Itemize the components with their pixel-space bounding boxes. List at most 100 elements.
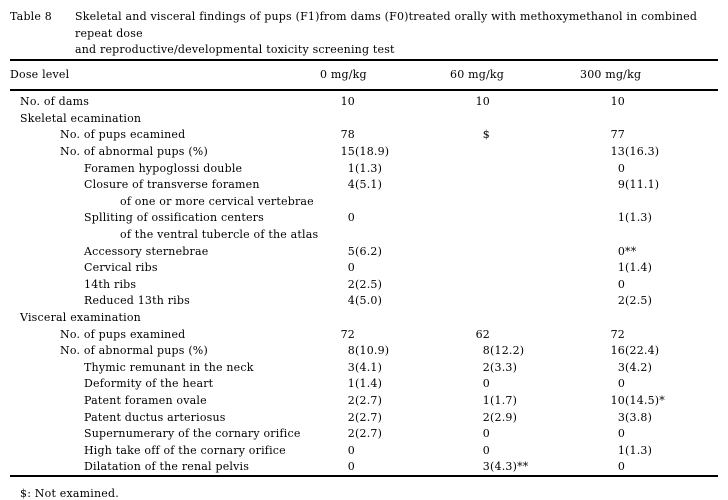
value-0mg-count: 4 [347,178,355,192]
value-60mg-count [450,243,490,260]
table-row: 14th ribs 2 (2.5) 0 [10,276,718,293]
value-60mg-count: 3 [482,460,490,474]
row-label: Patent foramen ovale [84,393,207,407]
value-60mg-pct: (2.9) [490,410,518,424]
row-label: 14th ribs [84,277,137,291]
value-60mg-pct [490,259,580,276]
value-60mg-count: 62 [475,327,490,341]
value-300mg-pct [625,90,718,111]
value-300mg-count: 9 [617,178,626,192]
row-label: No. of abnormal pups (%) [60,145,208,159]
value-60mg-pct [490,143,580,160]
value-60mg-count [450,210,490,227]
row-label: No. of abnormal pups (%) [60,344,208,358]
value-300mg-pct [625,110,718,127]
value-60mg-pct [490,193,580,210]
value-60mg-pct [490,326,580,343]
value-0mg-pct: (2.7) [355,410,383,424]
row-label: Foramen hypoglossi double [84,161,243,175]
table-row: of one or more cervical vertebrae [10,193,718,210]
row-label: Dilatation of the renal pelvis [84,460,250,474]
row-label: of the ventral tubercle of the atlas [120,228,319,242]
value-60mg-count [450,226,490,243]
value-0mg-pct [355,127,450,144]
table-row: High take off of the cornary orifice 0 0… [10,442,718,459]
value-300mg-pct [625,276,718,293]
table-header-row: Dose level 0 mg/kg 60 mg/kg 300 mg/kg [10,59,719,91]
value-60mg-count: 0 [482,427,490,441]
row-label: of one or more cervical vertebrae [120,194,314,208]
value-60mg-pct [490,243,580,260]
value-300mg-count: 0 [617,460,626,474]
table-number: Table 8 [10,10,53,23]
value-0mg-pct [355,309,450,326]
table-row: Patent foramen ovale 2 (2.7) 1 (1.7) 10 … [10,392,718,409]
table-row: Visceral examination [10,309,718,326]
table-row: Patent ductus arteriosus 2 (2.7) 2 (2.9)… [10,409,718,426]
table-row: No. of pups examined 72 62 72 [10,326,718,343]
row-label: Deformity of the heart [84,377,214,391]
value-0mg-pct: (2.7) [355,393,383,407]
value-300mg-count: 16 [610,344,626,358]
value-0mg-pct: (5.1) [355,178,383,192]
value-300mg-pct: ** [625,244,637,258]
value-60mg-count: 10 [475,95,490,109]
value-300mg-pct: (16.3) [625,145,660,159]
table-row: Foramen hypoglossi double 1 (1.3) 0 [10,160,718,177]
table-caption-line1: Skeletal and visceral findings of pups (… [75,10,698,40]
row-label: High take off of the cornary orifice [84,443,286,457]
table-caption-line2: and reproductive/developmental toxicity … [75,43,395,56]
value-60mg-pct [490,160,580,177]
table-title: Table 8 Skeletal and visceral findings o… [0,0,728,59]
footnotes: $: Not examined. Significantly different… [20,485,718,500]
value-60mg-pct [490,176,580,193]
row-label: Skeletal ecamination [20,111,142,125]
value-0mg-pct: (18.9) [355,145,390,159]
value-0mg-count [320,110,355,127]
value-0mg-pct: (1.3) [355,161,383,175]
value-300mg-count: 0 [617,244,626,258]
value-0mg-pct: (2.5) [355,277,383,291]
value-0mg-pct [355,226,450,243]
value-60mg-pct [490,293,580,310]
value-300mg-pct: (2.5) [625,294,653,308]
value-0mg-count [320,193,355,210]
value-0mg-count: 0 [347,211,355,225]
value-60mg-count [450,259,490,276]
value-300mg-count [580,309,625,326]
value-300mg-count: 1 [617,443,626,457]
value-0mg-count: 3 [347,360,355,374]
value-300mg-pct [625,127,718,144]
value-60mg-count [450,143,490,160]
value-300mg-count: 0 [617,161,626,175]
value-300mg-count: 1 [617,211,626,225]
value-0mg-count: 2 [347,393,355,407]
value-60mg-count: 2 [482,410,490,424]
row-label: No. of dams [20,95,90,109]
value-300mg-pct [625,326,718,343]
table-row: Deformity of the heart 1 (1.4) 0 0 [10,376,718,393]
value-60mg-pct: (3.3) [490,360,518,374]
value-0mg-count: 8 [347,344,355,358]
value-300mg-count [580,110,625,127]
value-300mg-count: 2 [617,294,626,308]
value-60mg-count: 0 [482,377,490,391]
value-300mg-count: 13 [610,145,626,159]
value-0mg-pct: (4.1) [355,360,383,374]
footnote-not-examined: $: Not examined. [20,487,119,500]
value-0mg-pct: (6.2) [355,244,383,258]
value-0mg-pct [355,442,450,459]
value-300mg-pct: (1.3) [625,211,653,225]
row-label: Reduced 13th ribs [84,294,190,308]
value-300mg-count: 10 [610,393,626,407]
value-60mg-pct [490,309,580,326]
value-0mg-count: 72 [340,327,355,341]
value-300mg-pct [625,425,718,442]
value-60mg-pct [490,110,580,127]
findings-table: Dose level 0 mg/kg 60 mg/kg 300 mg/kg No… [10,58,719,478]
value-60mg-count [450,193,490,210]
value-60mg-count: 2 [482,360,490,374]
table-row: No. of dams 10 10 10 [10,90,718,111]
value-60mg-count [450,309,490,326]
